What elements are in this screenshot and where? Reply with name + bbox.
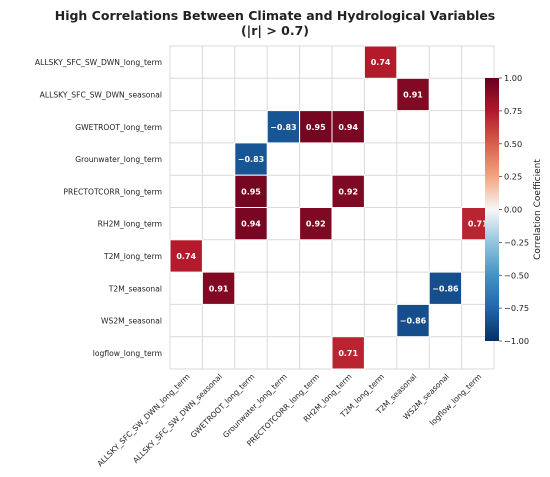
column-tick-label: Grounwater_long_term [221, 372, 289, 440]
heatmap-cell [396, 77, 430, 112]
cell-value-label: 0.91 [209, 284, 229, 293]
colorbar-tick-label: 0.50 [504, 139, 522, 149]
cell-value-label: 0.94 [241, 220, 261, 229]
cell-value-label: 0.74 [371, 58, 391, 67]
heatmap-cell [396, 303, 430, 338]
heatmap-cell [266, 110, 301, 144]
heatmap-cell [299, 110, 333, 144]
row-tick-label: GWETROOT_long_term [75, 123, 162, 132]
colorbar-label: Correlation Coefficient [533, 159, 543, 260]
row-tick-label: logflow_long_term [93, 349, 162, 358]
colorbar-gradient [485, 78, 499, 341]
heatmap-cell [331, 110, 365, 144]
row-tick-label: ALLSKY_SFC_SW_DWN_seasonal [40, 90, 162, 99]
heatmap-cells: 0.74 0.91 −0.83 0.95 0.94 −0.83 0.95 0.92 0.94 0.… [169, 45, 495, 370]
column-labels: ALLSKY_SFC_SW_DWN_long_termALLSKY_SFC_SW… [95, 372, 483, 468]
row-tick-label: T2M_seasonal [108, 284, 162, 293]
colorbar-tick-label: −0.25 [504, 237, 529, 247]
cell-value-label: 0.71 [338, 349, 358, 358]
row-tick-label: RH2M_long_term [98, 220, 162, 229]
cell-value-label: −0.83 [238, 155, 264, 164]
row-tick-label: PRECTOTCORR_long_term [63, 187, 162, 196]
row-tick-label: ALLSKY_SFC_SW_DWN_long_term [35, 58, 162, 67]
cell-value-label: 0.74 [176, 252, 196, 261]
chart-subtitle: (|r| > 0.7) [241, 23, 309, 38]
heatmap-cell [363, 45, 398, 79]
colorbar-tick-label: 1.00 [504, 73, 522, 83]
cell-value-label: −0.86 [432, 284, 459, 293]
heatmap-cell [331, 174, 365, 208]
colorbar-tick-label: 0.75 [504, 106, 522, 116]
colorbar: 1.00 0.75 0.50 0.25 0.00 −0.25 −0.50 −0.75 −1.00… [485, 73, 543, 346]
heatmap-cell [299, 207, 333, 241]
heatmap-cell [428, 271, 463, 305]
chart-title: High Correlations Between Climate and Hy… [55, 8, 496, 23]
row-tick-label: Grounwater_long_term [75, 155, 162, 164]
cell-value-label: 0.92 [306, 220, 326, 229]
cell-value-label: −0.86 [400, 317, 427, 326]
colorbar-tick-label: 0.25 [504, 172, 522, 182]
cell-value-label: 0.95 [241, 187, 261, 196]
heatmap-cell [234, 142, 268, 176]
colorbar-tick-label: −0.50 [504, 270, 529, 280]
cell-value-label: 0.92 [338, 187, 358, 196]
cell-value-label: 0.71 [468, 220, 488, 229]
cell-value-label: 0.95 [306, 123, 326, 132]
column-tick-label: GWETROOT_long_term [189, 372, 257, 440]
heatmap-cell [234, 207, 268, 241]
row-tick-label: WS2M_seasonal [101, 317, 162, 326]
cell-value-label: 0.94 [338, 123, 358, 132]
cell-value-label: −0.83 [270, 123, 296, 132]
row-labels: ALLSKY_SFC_SW_DWN_long_term ALLSKY_SFC_SW… [35, 58, 162, 358]
row-tick-label: T2M_long_term [103, 252, 162, 261]
heatmap-cell [169, 239, 203, 273]
heatmap-cell [331, 336, 365, 370]
colorbar-tick-label: −0.75 [504, 303, 529, 313]
colorbar-tick-label: −1.00 [504, 336, 529, 346]
cell-value-label: 0.91 [403, 90, 423, 99]
colorbar-tick-label: 0.00 [504, 205, 522, 215]
heatmap-cell [201, 271, 236, 305]
